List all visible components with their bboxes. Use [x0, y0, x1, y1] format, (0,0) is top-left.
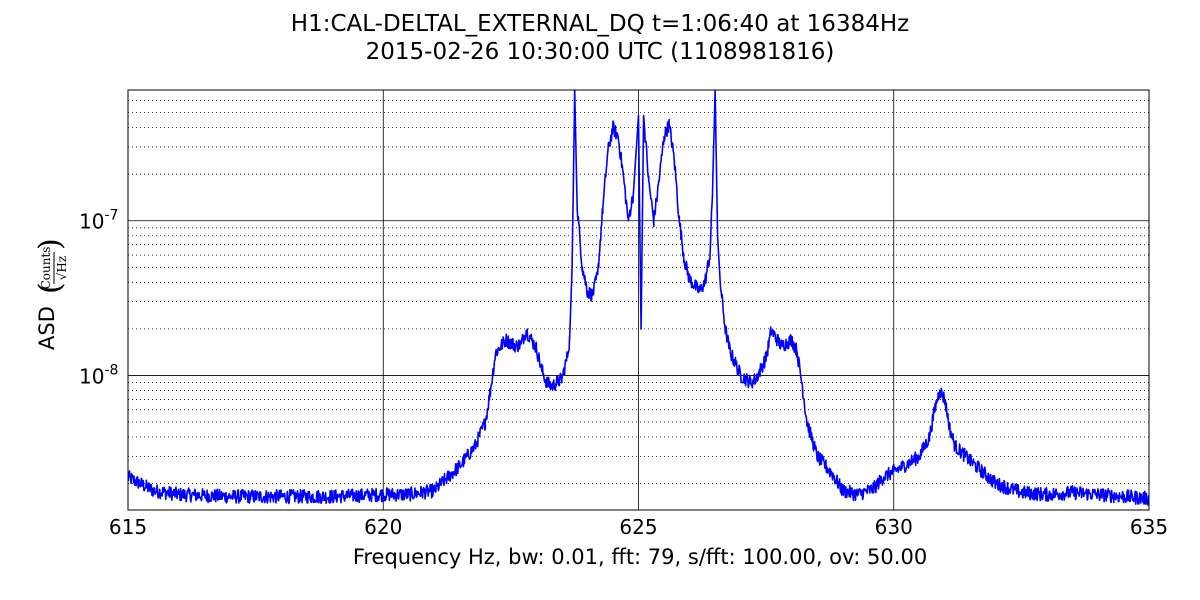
x-axis-ticks: 615 620 625 630 635	[109, 515, 1168, 539]
asd-series-line	[128, 90, 1149, 506]
y-axis-paren-left: (	[33, 282, 68, 294]
x-tick-label: 630	[875, 515, 913, 539]
chart-subtitle: 2015-02-26 10:30:00 UTC (1108981816)	[366, 39, 835, 65]
y-axis-ticks: 10-8 10-7	[79, 208, 118, 389]
x-tick-label: 625	[619, 515, 657, 539]
y-axis-label: ASD ( Counts √Hz )	[33, 238, 69, 350]
plot-frame	[127, 89, 1150, 511]
y-axis-label-text: ASD	[35, 306, 59, 350]
y-tick-label: 10-7	[79, 208, 118, 234]
x-tick-label: 615	[109, 515, 147, 539]
x-axis-label: Frequency Hz, bw: 0.01, fft: 79, s/fft: …	[353, 545, 927, 569]
y-axis-units-denominator: √Hz	[55, 256, 69, 280]
y-axis-paren-right: )	[33, 238, 68, 250]
x-tick-label: 620	[364, 515, 402, 539]
y-axis-units-numerator: Counts	[39, 247, 53, 290]
y-tick-label: 10-8	[79, 362, 118, 388]
chart-title: H1:CAL-DELTAL_EXTERNAL_DQ t=1:06:40 at 1…	[291, 11, 909, 37]
x-tick-label: 635	[1130, 515, 1168, 539]
